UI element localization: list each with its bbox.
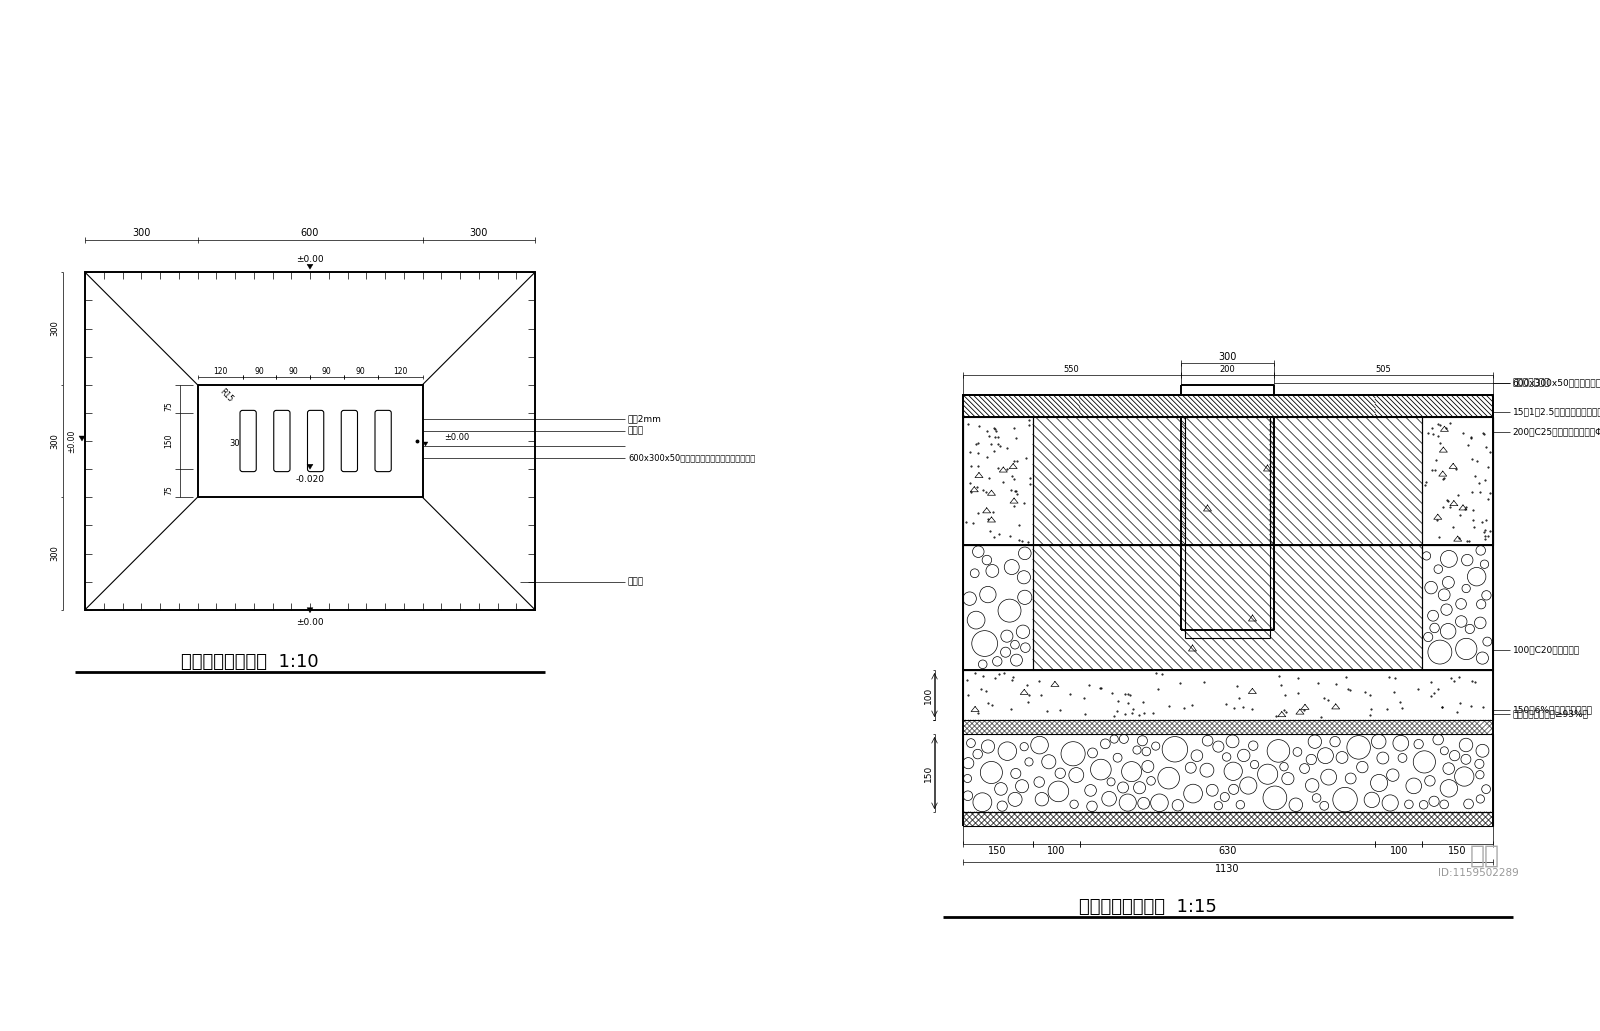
Text: 100: 100	[1389, 846, 1408, 856]
Bar	[963, 545, 1034, 670]
Polygon shape	[78, 436, 85, 441]
Text: 120: 120	[213, 367, 227, 376]
Text: 300: 300	[51, 321, 59, 336]
Bar	[1034, 545, 1422, 670]
Bar	[963, 670, 1493, 720]
Text: 100: 100	[1046, 846, 1066, 856]
Polygon shape	[307, 264, 314, 269]
Bar	[1080, 395, 1376, 417]
Bar	[1034, 417, 1422, 545]
Bar	[1422, 545, 1493, 670]
Text: ID:1159502289: ID:1159502289	[1438, 868, 1518, 878]
Text: 505: 505	[1376, 366, 1392, 374]
Text: 150厚6%水泥稳固石粉层层: 150厚6%水泥稳固石粉层层	[1512, 705, 1592, 714]
Text: 100厚C20混凝土垫层: 100厚C20混凝土垫层	[1512, 645, 1579, 655]
Text: 90: 90	[254, 367, 264, 376]
Bar	[963, 720, 1493, 734]
Text: ±0.00: ±0.00	[296, 619, 323, 627]
Bar	[963, 734, 1493, 812]
Text: 90: 90	[288, 367, 298, 376]
Bar	[963, 395, 1080, 417]
Text: 300: 300	[1218, 352, 1237, 362]
Bar	[963, 812, 1493, 826]
Text: 30: 30	[230, 439, 240, 448]
Text: 200厚C25钢筋混凝土（内配Φ8@200双层双向）: 200厚C25钢筋混凝土（内配Φ8@200双层双向）	[1512, 428, 1600, 436]
Text: 石材雨水口平面图  1:10: 石材雨水口平面图 1:10	[181, 653, 318, 671]
Bar	[1181, 417, 1186, 545]
Text: 200: 200	[1219, 366, 1235, 374]
Bar	[1376, 395, 1493, 417]
Polygon shape	[422, 442, 427, 446]
Bar	[197, 385, 422, 497]
Text: -0.020: -0.020	[296, 474, 325, 484]
Text: 150: 150	[989, 846, 1006, 856]
Text: 15厚1：2.5水泥砂浆抹灰层，加5%防水剂: 15厚1：2.5水泥砂浆抹灰层，加5%防水剂	[1512, 407, 1600, 417]
Bar	[85, 272, 534, 609]
Bar	[1034, 545, 1422, 670]
Text: 排水孔: 排水孔	[627, 427, 645, 435]
Text: 150: 150	[165, 434, 173, 448]
Polygon shape	[307, 464, 314, 469]
Bar	[963, 720, 1493, 734]
Text: 300: 300	[51, 545, 59, 562]
Text: ±0.00: ±0.00	[445, 432, 470, 441]
Polygon shape	[307, 607, 314, 612]
Text: 变坡线: 变坡线	[627, 577, 645, 587]
Text: 600x300x50厚石材雨水篦子，同所在铺装材料: 600x300x50厚石材雨水篦子，同所在铺装材料	[1512, 378, 1600, 388]
Bar	[963, 812, 1493, 826]
Text: ±0.00: ±0.00	[296, 255, 323, 264]
Text: 630: 630	[1218, 846, 1237, 856]
Bar	[1270, 417, 1275, 545]
Text: 排水管，详水施: 排水管，详水施	[1512, 378, 1550, 388]
Text: 100: 100	[925, 687, 933, 703]
Text: 300: 300	[133, 228, 150, 238]
Text: R15: R15	[218, 388, 235, 404]
Text: 120: 120	[394, 367, 406, 376]
Bar	[963, 720, 1493, 734]
Text: 石材雨水口剖面图  1:15: 石材雨水口剖面图 1:15	[1078, 898, 1216, 916]
Bar	[1422, 417, 1493, 545]
Bar	[1034, 417, 1422, 545]
Text: 300: 300	[469, 228, 488, 238]
Text: 1130: 1130	[1216, 864, 1240, 874]
Text: 90: 90	[322, 367, 331, 376]
Bar	[963, 395, 1493, 417]
Text: 知末: 知末	[1470, 844, 1501, 868]
Text: 550: 550	[1064, 366, 1080, 374]
Text: 600x300x50厚石材雨水篦子，同所在铺装材料: 600x300x50厚石材雨水篦子，同所在铺装材料	[627, 454, 755, 463]
Text: ±0.00: ±0.00	[67, 429, 77, 453]
Text: 75: 75	[165, 486, 173, 495]
Text: 留缝2mm: 留缝2mm	[627, 414, 662, 424]
Text: 90: 90	[355, 367, 365, 376]
Bar	[963, 417, 1034, 545]
Text: 75: 75	[165, 401, 173, 410]
Bar	[963, 812, 1493, 826]
Text: 素土夯实（压实度≥93%）: 素土夯实（压实度≥93%）	[1512, 709, 1589, 719]
Text: 600: 600	[301, 228, 318, 238]
Text: 300: 300	[51, 433, 59, 448]
Text: 150: 150	[1448, 846, 1467, 856]
Text: 150: 150	[925, 764, 933, 781]
